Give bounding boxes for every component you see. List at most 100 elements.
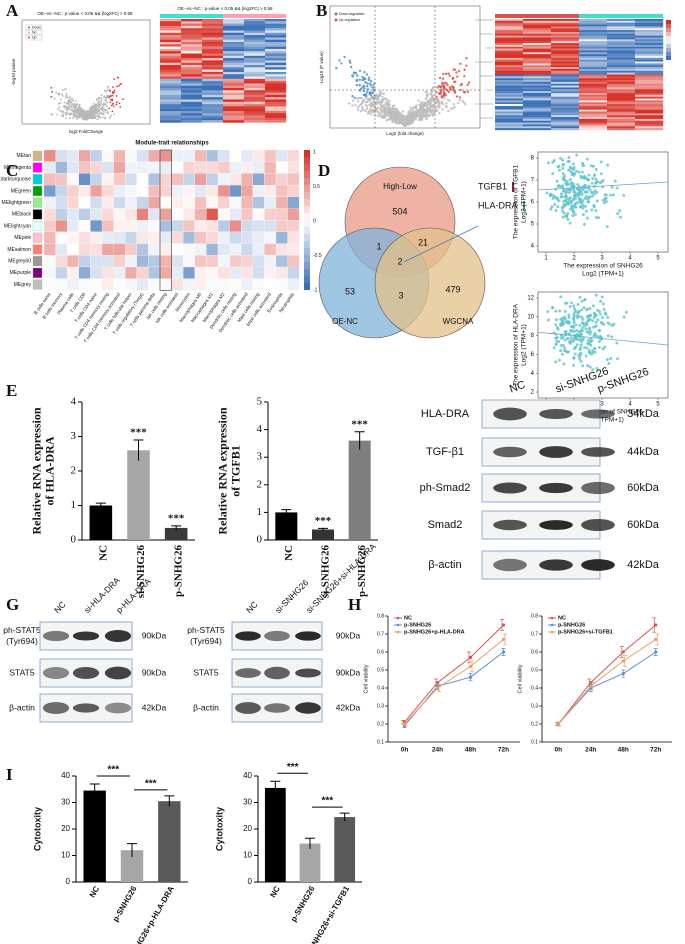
heatmap-cell bbox=[171, 266, 184, 279]
heatmap-cell bbox=[241, 161, 253, 174]
volcano-point bbox=[92, 115, 95, 117]
heatmap-cell bbox=[287, 278, 300, 291]
scatter-point bbox=[594, 177, 598, 181]
scatter-point bbox=[569, 170, 573, 174]
heatmap-cell bbox=[635, 78, 664, 81]
heatmap-cell bbox=[206, 208, 219, 221]
heatmap-cell bbox=[579, 83, 608, 86]
series-line bbox=[557, 651, 657, 725]
scatter-point bbox=[606, 315, 610, 319]
heatmap-cell bbox=[148, 243, 161, 256]
heatmap-cell bbox=[202, 113, 224, 116]
volcano-point bbox=[75, 112, 77, 115]
x-tick-label: 72h bbox=[650, 747, 661, 754]
colorbar-cell bbox=[666, 40, 671, 44]
volcano-point bbox=[394, 112, 397, 116]
volcano-point bbox=[110, 114, 113, 117]
colorbar-cell bbox=[304, 255, 310, 262]
scatter-point bbox=[568, 305, 572, 309]
blot-band bbox=[72, 667, 100, 679]
scatter-point bbox=[576, 200, 580, 204]
heatmap-cell bbox=[202, 104, 224, 107]
heatmap-cell bbox=[523, 33, 552, 36]
scatter-point bbox=[584, 320, 588, 324]
heatmap-cell bbox=[579, 78, 608, 81]
heatmap-cell bbox=[523, 124, 552, 127]
y-tick-label: 30 bbox=[61, 798, 70, 807]
scatter-point bbox=[592, 311, 596, 315]
heatmap-cell bbox=[495, 46, 524, 49]
heatmap-cell bbox=[579, 70, 608, 73]
scatter-point bbox=[590, 208, 594, 212]
heatmap-cell bbox=[607, 120, 636, 123]
heatmap-cell bbox=[78, 266, 91, 279]
heatmap-cell bbox=[265, 81, 287, 84]
heatmap-cell bbox=[523, 80, 552, 83]
heatmap-cell bbox=[579, 22, 608, 25]
heatmap-cell bbox=[523, 102, 552, 105]
scatter-point bbox=[588, 365, 592, 369]
heatmap-cell bbox=[551, 67, 580, 70]
heatmap-cell bbox=[265, 90, 287, 93]
colorbar-cell bbox=[304, 199, 310, 206]
y-tick-label: 10 bbox=[61, 851, 70, 860]
volcano-point bbox=[67, 107, 69, 110]
scatter-point bbox=[607, 361, 611, 365]
heatmap-cell bbox=[495, 80, 524, 83]
volcano-point bbox=[102, 105, 105, 107]
heatmap-cell bbox=[579, 59, 608, 62]
volcano-point bbox=[426, 114, 430, 117]
scatter-point bbox=[561, 163, 565, 167]
panel-label: I bbox=[6, 765, 13, 784]
heatmap-cell bbox=[551, 94, 580, 97]
scatter-point bbox=[589, 164, 593, 168]
heatmap-cell bbox=[523, 48, 552, 51]
heatmap-cell bbox=[223, 55, 245, 59]
heatmap-cell bbox=[202, 90, 224, 93]
scatter-point bbox=[567, 321, 571, 325]
series-line bbox=[557, 624, 657, 725]
heatmap-cell bbox=[244, 21, 266, 24]
volcano-point bbox=[97, 116, 100, 119]
heatmap-cell bbox=[523, 20, 552, 23]
heatmap-cell bbox=[523, 85, 552, 88]
scatter-point bbox=[591, 368, 595, 372]
heatmap-cell bbox=[495, 89, 524, 92]
heatmap-cell bbox=[635, 111, 664, 114]
heatmap-cell bbox=[551, 50, 580, 53]
volcano-point bbox=[111, 91, 114, 93]
heatmap-cell bbox=[229, 278, 242, 291]
volcano-point bbox=[351, 94, 354, 98]
scatter-point bbox=[558, 309, 562, 313]
heatmap-cell bbox=[125, 231, 137, 244]
volcano-point bbox=[110, 104, 113, 107]
scatter-point bbox=[563, 346, 567, 350]
panel-label: H bbox=[348, 595, 361, 614]
volcano-point bbox=[97, 101, 100, 104]
volcano-point bbox=[428, 109, 431, 113]
colorbar-cell bbox=[666, 52, 671, 56]
volcano-point bbox=[384, 116, 387, 119]
scatter-point bbox=[606, 163, 610, 167]
heatmap-cell bbox=[635, 91, 664, 94]
volcano-point bbox=[103, 95, 106, 98]
heatmap-cell bbox=[43, 185, 56, 197]
volcano-point bbox=[109, 101, 112, 104]
heatmap-cell bbox=[551, 91, 580, 94]
volcano-point bbox=[76, 103, 79, 106]
heatmap-cell bbox=[181, 74, 203, 77]
scatter-point bbox=[599, 299, 603, 303]
volcano-point bbox=[108, 90, 111, 92]
volcano-point bbox=[381, 95, 384, 99]
heatmap-cell bbox=[495, 100, 524, 103]
scatter-point bbox=[598, 335, 602, 339]
heatmap-cell bbox=[551, 22, 580, 25]
heatmap-cell bbox=[181, 99, 203, 102]
heatmap-cell bbox=[136, 220, 149, 232]
volcano-point bbox=[70, 100, 73, 103]
heatmap-cell bbox=[551, 117, 580, 120]
heatmap-cell bbox=[579, 41, 608, 44]
heatmap-cell bbox=[607, 54, 636, 57]
y-axis-label: Relative RNA expression bbox=[215, 407, 229, 534]
heatmap-cell bbox=[495, 24, 524, 27]
